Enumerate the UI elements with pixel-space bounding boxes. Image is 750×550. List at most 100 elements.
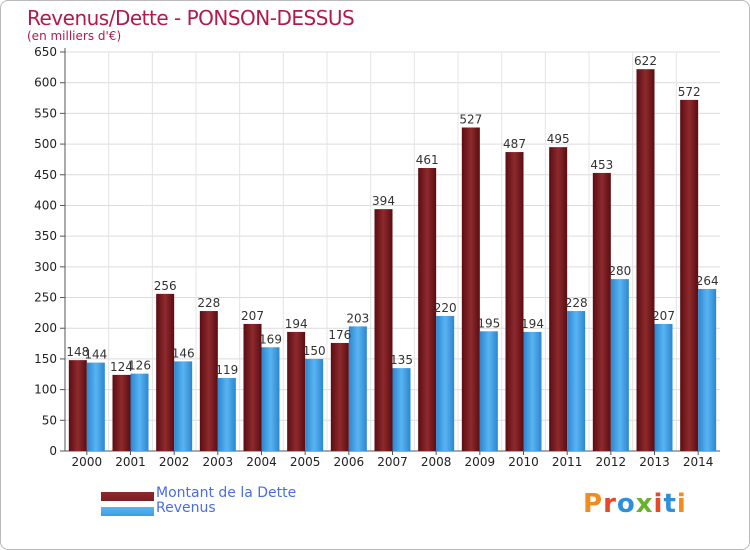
legend-swatch-revenus (101, 507, 154, 516)
data-label: 124 (110, 360, 133, 374)
y-tick-label: 550 (34, 106, 57, 120)
data-label: 203 (346, 311, 369, 325)
bar-dette (243, 323, 262, 451)
bar-revenus (392, 368, 411, 451)
data-label: 119 (215, 363, 238, 377)
legend-swatch-debt (101, 492, 154, 501)
bar-revenus (479, 331, 498, 451)
bar-dette (68, 360, 87, 451)
bar-layer (68, 69, 717, 452)
data-label: 461 (416, 153, 439, 167)
bar-revenus (174, 361, 193, 451)
x-tick-label: 2004 (246, 455, 277, 469)
data-label: 572 (678, 85, 701, 99)
x-tick-label: 2007 (377, 455, 408, 469)
data-label: 220 (434, 301, 457, 315)
brand-letter: o (616, 489, 636, 519)
data-label: 144 (84, 348, 107, 362)
bar-dette (374, 209, 393, 451)
x-tick-label: 2001 (115, 455, 146, 469)
data-label: 280 (608, 264, 631, 278)
bar-revenus (348, 326, 367, 451)
y-tick-label: 650 (34, 45, 57, 59)
x-tick-label: 2009 (465, 455, 496, 469)
data-label: 148 (66, 345, 89, 359)
data-label: 135 (390, 353, 413, 367)
brand-letter: P (583, 489, 604, 519)
label-layer: 1481441241262561462281192071691941501762… (66, 54, 718, 377)
data-label: 126 (128, 359, 151, 373)
brand-letter: r (603, 489, 617, 519)
bar-dette (461, 127, 480, 451)
data-label: 207 (652, 309, 675, 323)
bar-revenus (217, 377, 236, 451)
bar-dette (418, 168, 437, 452)
y-tick-label: 100 (34, 383, 57, 397)
data-label: 394 (372, 194, 395, 208)
y-tick-label: 600 (34, 76, 57, 90)
bar-revenus (698, 288, 717, 451)
brand-letter: i (676, 489, 687, 519)
bar-revenus (305, 358, 324, 451)
unit-label: (en milliers d'€) (27, 29, 122, 43)
bar-revenus (654, 323, 673, 451)
data-label: 487 (503, 137, 526, 151)
y-tick-label: 500 (34, 137, 57, 151)
legend-label-revenus: Revenus (156, 500, 216, 516)
data-label: 150 (303, 344, 326, 358)
data-label: 622 (634, 54, 657, 68)
y-tick-label: 350 (34, 229, 57, 243)
x-tick-label: 2006 (334, 455, 365, 469)
x-tick-label: 2003 (203, 455, 234, 469)
y-tick-label: 150 (34, 352, 57, 366)
bar-dette (680, 99, 699, 451)
bar-dette (636, 69, 655, 452)
data-label: 264 (696, 274, 719, 288)
bar-dette (156, 293, 175, 451)
brand-letter: i (653, 489, 664, 519)
y-tick-label: 50 (42, 413, 57, 427)
bar-dette (330, 342, 349, 451)
x-tick-label: 2014 (683, 455, 714, 469)
chart-title: Revenus/Dette - PONSON-DESSUS (27, 6, 355, 30)
bar-dette (287, 331, 306, 451)
y-tick-label: 400 (34, 198, 57, 212)
y-tick-label: 300 (34, 260, 57, 274)
x-tick-label: 2008 (421, 455, 452, 469)
bar-revenus (610, 279, 629, 451)
data-label: 176 (328, 328, 351, 342)
y-tick-label: 200 (34, 321, 57, 335)
x-tick-label: 2005 (290, 455, 321, 469)
brand-letter: x (635, 489, 654, 519)
y-tick-label: 450 (34, 168, 57, 182)
brand-letter: t (663, 489, 677, 519)
x-tick-label: 2013 (639, 455, 670, 469)
data-label: 195 (477, 316, 500, 330)
data-label: 228 (565, 296, 588, 310)
bar-revenus (567, 311, 586, 451)
bar-dette (199, 311, 218, 451)
bar-dette (505, 152, 524, 451)
legend-label-debt: Montant de la Dette (156, 485, 297, 501)
data-label: 453 (590, 158, 613, 172)
bar-dette (549, 147, 568, 451)
data-label: 495 (547, 132, 570, 146)
data-label: 194 (521, 317, 544, 331)
x-tick-label: 2010 (508, 455, 539, 469)
data-label: 527 (459, 113, 482, 127)
x-tick-label: 2002 (159, 455, 190, 469)
bar-revenus (130, 373, 149, 451)
bar-revenus (86, 362, 105, 451)
y-tick-label: 250 (34, 291, 57, 305)
y-tick-label: 0 (49, 444, 57, 458)
x-tick-label: 2012 (596, 455, 627, 469)
bar-revenus (436, 315, 455, 451)
data-label: 194 (285, 317, 308, 331)
data-label: 228 (197, 296, 220, 310)
data-label: 169 (259, 332, 282, 346)
brand-logo: Proxiti (583, 489, 687, 519)
bar-revenus (261, 347, 280, 451)
bar-dette (112, 374, 131, 451)
